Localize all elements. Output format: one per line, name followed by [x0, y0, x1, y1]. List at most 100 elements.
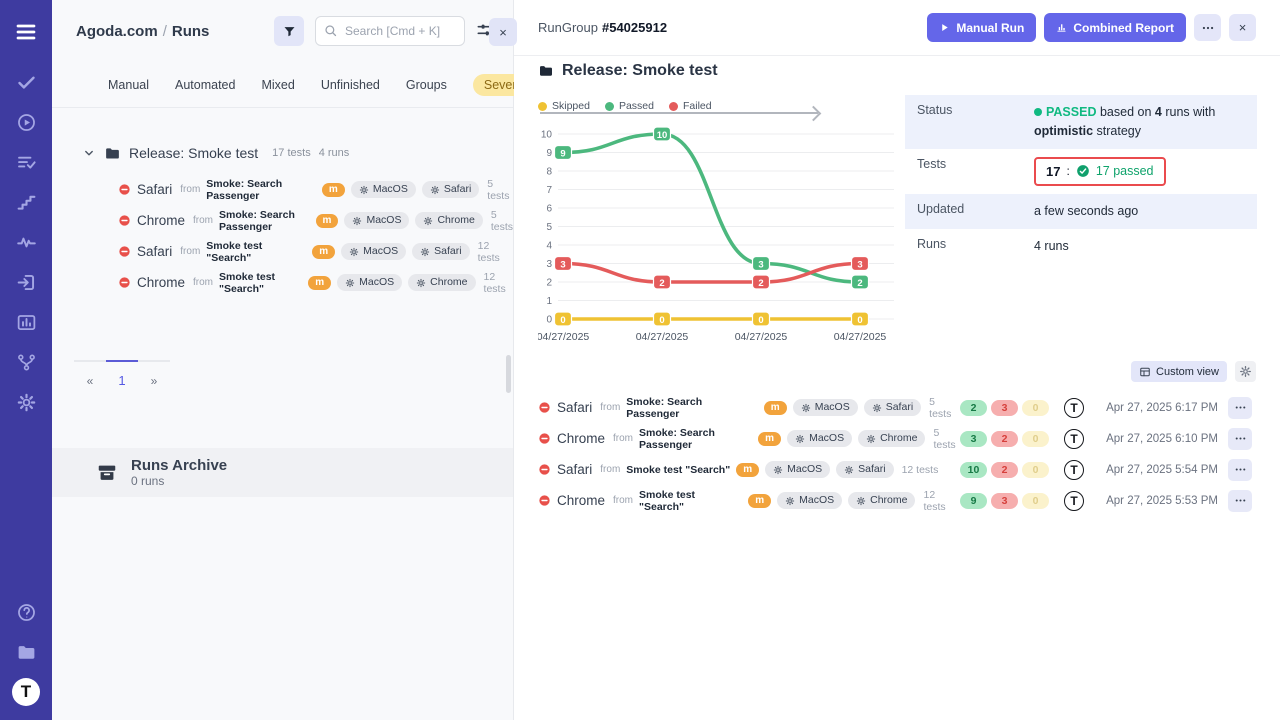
updated-label: Updated [917, 202, 965, 216]
close-detail-button[interactable]: × [1229, 14, 1256, 41]
run-source: Smoke test "Search" [206, 239, 263, 264]
archive-count: 0 runs [131, 474, 165, 489]
tests-passed: 17 passed [1095, 163, 1154, 178]
table-row[interactable]: Chrome from Smoke test "Search" m MacOS … [538, 485, 1258, 516]
status-value: PASSED based on 4 runs with optimistic s… [1034, 105, 1216, 138]
env-pill-os: MacOS [787, 430, 853, 447]
help-icon [16, 602, 37, 623]
summary-row-status: Status PASSED based on 4 runs with optim… [905, 95, 1257, 149]
tab-mixed[interactable]: Mixed [261, 77, 295, 92]
table-row[interactable]: Safari from Smoke: Search Passenger m Ma… [538, 392, 1258, 423]
env-pill-browser: Chrome [848, 492, 916, 509]
legend-passed[interactable]: Passed [604, 100, 654, 112]
sidebar-item-settings[interactable] [6, 382, 46, 422]
collapse-panel-button[interactable]: × [489, 18, 517, 46]
sidebar-item-import[interactable] [6, 262, 46, 302]
legend-skipped[interactable]: Skipped [538, 100, 590, 112]
testomat-logo[interactable]: T [12, 678, 40, 706]
manual-badge: m [312, 244, 336, 259]
row-more-button[interactable] [1228, 489, 1252, 512]
rungroup-label: RunGroup [538, 20, 598, 35]
tab-automated[interactable]: Automated [175, 77, 236, 92]
tree-group-row[interactable]: Release: Smoke test 17 tests 4 runs [52, 140, 513, 166]
runs-label: Runs [917, 236, 947, 251]
pagination: « 1 » [74, 360, 170, 390]
gear-icon [430, 185, 440, 195]
runs-filter-tabs: Manual Automated Mixed Unfinished Groups… [52, 62, 541, 108]
tests-separator: : [1066, 164, 1070, 179]
sidebar-item-projects[interactable] [6, 632, 46, 672]
sidebar-item-activity[interactable] [6, 222, 46, 262]
breadcrumb-separator: / [162, 22, 167, 40]
tab-groups[interactable]: Groups [405, 77, 447, 92]
svg-text:0: 0 [857, 315, 862, 326]
timeline-arrow [540, 112, 818, 114]
manual-run-button[interactable]: Manual Run [927, 13, 1037, 42]
tests-label: Tests [917, 156, 947, 171]
run-browser: Chrome [137, 213, 186, 228]
gear-icon [420, 247, 430, 257]
sidebar-item-steps[interactable] [6, 182, 46, 222]
tree-run-row[interactable]: Safari from Smoke test "Search" m MacOS … [52, 236, 513, 267]
ellipsis-icon [1201, 21, 1215, 35]
pagination-next[interactable]: » [138, 360, 170, 390]
gear-icon [349, 247, 359, 257]
reporter-logo: T [1064, 490, 1084, 511]
pagination-prev[interactable]: « [74, 360, 106, 390]
sidebar-item-tests[interactable] [6, 62, 46, 102]
from-label: from [180, 184, 201, 195]
table-row[interactable]: Safari from Smoke test "Search" m MacOS … [538, 454, 1258, 485]
svg-text:3: 3 [546, 259, 552, 270]
tab-unfinished[interactable]: Unfinished [320, 77, 380, 92]
more-actions-button[interactable] [1194, 14, 1221, 41]
branch-icon [16, 352, 37, 373]
sidebar-item-runs[interactable] [6, 102, 46, 142]
gear-icon [785, 496, 795, 506]
row-more-button[interactable] [1228, 427, 1252, 450]
search-icon [323, 23, 338, 38]
result-badges: 9 3 0 [960, 492, 1064, 509]
tree-run-row[interactable]: Chrome from Smoke test "Search" m MacOS … [52, 267, 513, 298]
sidebar-item-branches[interactable] [6, 342, 46, 382]
tree-run-row[interactable]: Chrome from Smoke: Search Passenger m Ma… [52, 205, 513, 236]
svg-text:0: 0 [659, 315, 664, 326]
sidebar-item-analytics[interactable] [6, 302, 46, 342]
breadcrumb-page: Runs [171, 22, 210, 40]
custom-view-button[interactable]: Custom view [1131, 361, 1227, 382]
menu-button[interactable] [6, 12, 46, 52]
chevron-down-icon[interactable] [82, 146, 96, 160]
tab-manual[interactable]: Manual [108, 77, 149, 92]
run-date: Apr 27, 2025 5:53 PM [1106, 494, 1218, 507]
failed-dot [668, 101, 678, 111]
folder-icon [104, 145, 121, 162]
table-row[interactable]: Chrome from Smoke: Search Passenger m Ma… [538, 423, 1258, 454]
gear-icon [866, 434, 876, 444]
sidebar-item-help[interactable] [6, 592, 46, 632]
from-label: from [613, 433, 634, 444]
row-more-button[interactable] [1228, 396, 1252, 419]
play-circle-icon [16, 112, 37, 133]
scrollbar-thumb[interactable] [506, 355, 511, 393]
steps-icon [16, 192, 37, 213]
tests-total: 17 [1046, 163, 1061, 179]
filter-button[interactable] [274, 16, 304, 46]
table-settings-button[interactable] [1235, 361, 1256, 382]
detail-header: RunGroup #54025912 Manual Run Combined R… [514, 0, 1280, 56]
tree-run-row[interactable]: Safari from Smoke: Search Passenger m Ma… [52, 174, 513, 205]
sidebar-item-plans[interactable] [6, 142, 46, 182]
run-date: Apr 27, 2025 6:10 PM [1106, 432, 1218, 445]
svg-text:0: 0 [560, 315, 565, 326]
summary-table: Status PASSED based on 4 runs with optim… [905, 95, 1257, 264]
combined-report-button[interactable]: Combined Report [1044, 13, 1186, 42]
manual-badge: m [308, 275, 332, 290]
pagination-page-1[interactable]: 1 [106, 360, 138, 390]
runs-archive[interactable]: Runs Archive 0 runs [52, 448, 513, 497]
env-pill-os: MacOS [341, 243, 407, 260]
svg-text:0: 0 [758, 315, 763, 326]
row-more-button[interactable] [1228, 458, 1252, 481]
run-source: Smoke: Search Passenger [206, 177, 283, 202]
env-pill-browser: Safari [412, 243, 470, 260]
breadcrumb-project[interactable]: Agoda.com [76, 22, 158, 40]
search-input[interactable] [315, 16, 465, 46]
legend-failed[interactable]: Failed [668, 100, 712, 112]
